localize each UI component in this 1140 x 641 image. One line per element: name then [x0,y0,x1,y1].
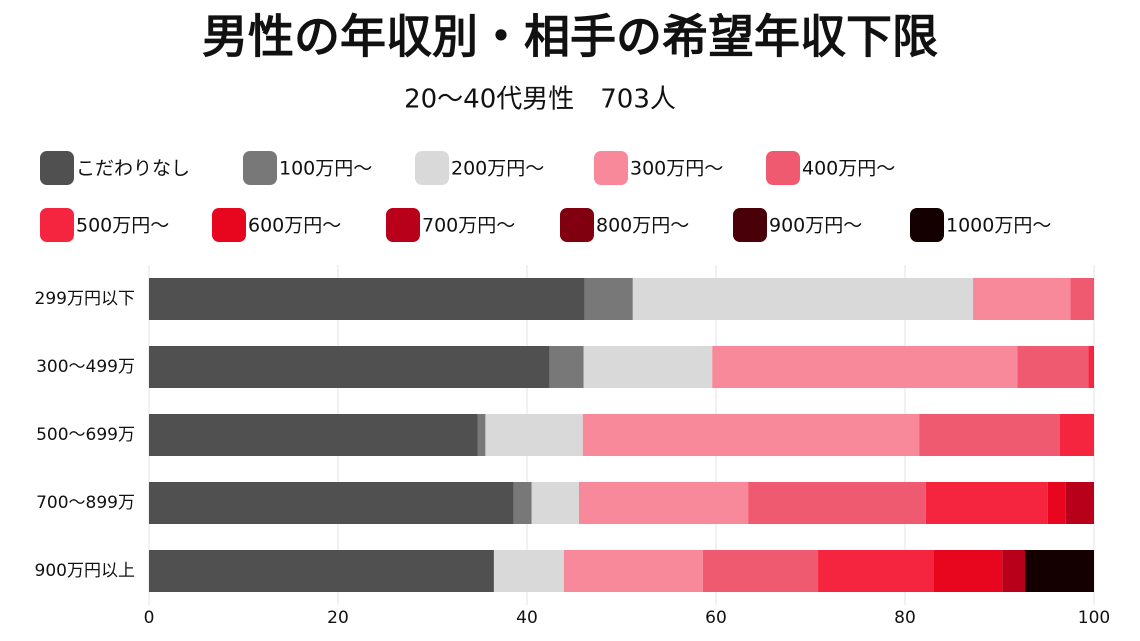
bar-segment [748,482,926,524]
y-tick-label: 299万円以下 [35,289,135,309]
x-tick-label: 40 [516,608,538,628]
bar-segment [1047,482,1066,524]
x-tick-label: 0 [144,608,155,628]
bar-segment [1065,482,1094,524]
bar-segment [1070,278,1094,320]
legend-swatch [733,208,767,242]
legend-swatch [386,208,420,242]
legend-label: 1000万円〜 [946,215,1051,237]
bar-segment [818,550,934,592]
bar-segment [149,482,514,524]
legend-swatch [212,208,246,242]
bar-segment [477,414,486,456]
bar-segment [1017,346,1089,388]
chart-subtitle: 20〜40代男性 703人 [404,85,676,115]
legend-label: 900万円〜 [769,215,862,237]
bar-segment [583,346,713,388]
bar-segment [485,414,583,456]
legend-swatch [560,208,594,242]
legend-swatch [594,151,628,185]
legend-label: 300万円〜 [630,158,723,180]
chart-title: 男性の年収別・相手の希望年収下限 [202,10,938,64]
bar-segment [149,278,585,320]
legend-label: 500万円〜 [76,215,169,237]
legend-label: こだわりなし [76,158,190,180]
bar-segment [149,346,550,388]
bar-segment [1059,414,1094,456]
x-tick-label: 20 [327,608,349,628]
y-tick-label: 700〜899万 [36,493,135,513]
legend-swatch [40,208,74,242]
bar-segment [549,346,584,388]
legend-label: 100万円〜 [279,158,372,180]
bar-segment [919,414,1060,456]
bar-segment [563,550,703,592]
bar-segment [149,414,478,456]
bar-segment [1088,346,1094,388]
bar-segment [513,482,532,524]
legend-swatch [415,151,449,185]
bar-segment [584,278,633,320]
bar-segment [973,278,1071,320]
x-tick-label: 80 [894,608,916,628]
legend-label: 700万円〜 [422,215,515,237]
legend-swatch [910,208,944,242]
legend-label: 800万円〜 [596,215,689,237]
legend-label: 200万円〜 [451,158,544,180]
bar-segment [712,346,1018,388]
legend-label: 600万円〜 [248,215,341,237]
bar-segment [702,550,819,592]
legend-swatch [243,151,277,185]
bar-segment [493,550,564,592]
bar-segment [149,550,494,592]
x-tick-label: 100 [1078,608,1110,628]
y-tick-label: 300〜499万 [36,357,135,377]
legend-swatch [40,151,74,185]
bar-segment [582,414,920,456]
y-tick-label: 900万円以上 [35,561,135,581]
x-tick-label: 60 [705,608,727,628]
y-tick-label: 500〜699万 [36,425,135,445]
legend-swatch [766,151,800,185]
bar-segment [578,482,749,524]
bar-segment [933,550,1003,592]
bar-segment [1002,550,1026,592]
bar-segment [531,482,579,524]
bar-segment [925,482,1048,524]
bar-segment [632,278,974,320]
legend-label: 400万円〜 [802,158,895,180]
bar-segment [1025,550,1094,592]
